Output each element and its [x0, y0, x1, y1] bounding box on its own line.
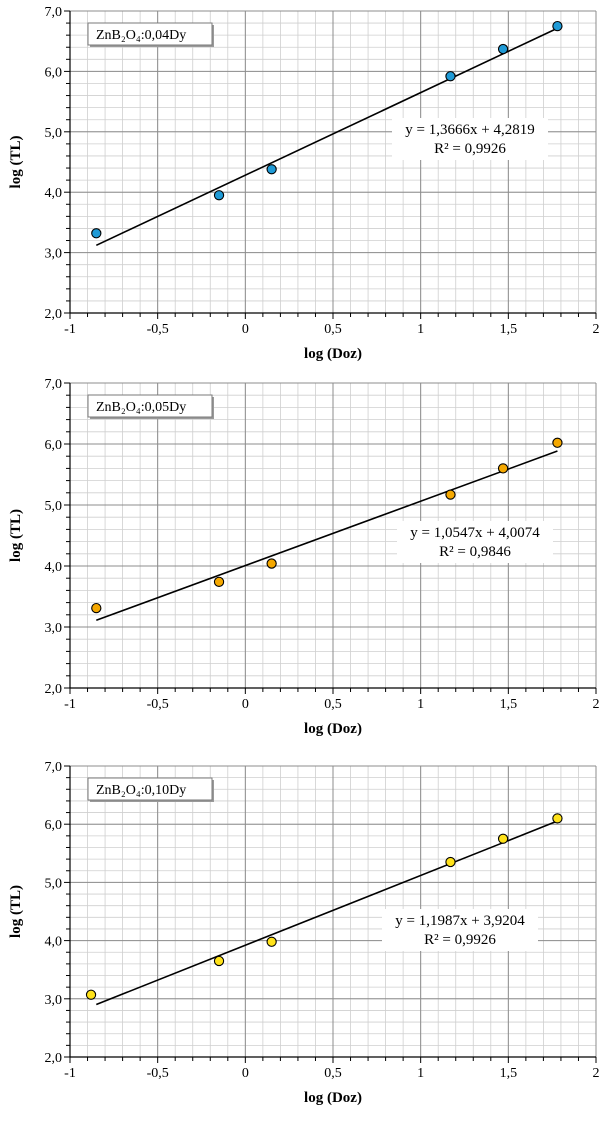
- chart-panel-3: -1 -0,5 0 0,5 1 1,5 2 2,0 3,0 4,0 5,0 6,0 7,0 log (Do…: [8, 760, 599, 1106]
- y-axis-label: log (TL): [8, 136, 24, 189]
- y-tick-label: 3,0: [45, 621, 63, 636]
- x-tick-label: -0,5: [147, 697, 169, 712]
- x-tick-label: -1: [64, 697, 76, 712]
- y-axis-label: log (TL): [8, 885, 24, 938]
- x-axis-label: log (Doz): [304, 1090, 362, 1106]
- data-point: [552, 437, 563, 448]
- legend-label: ZnB₂O₄:0,05Dy: [96, 400, 186, 415]
- data-point: [552, 20, 563, 32]
- trendline-equation: y = 1,0547x + 4,0074: [410, 525, 540, 541]
- x-tick-label: 1,5: [500, 697, 518, 712]
- trendline: [96, 820, 558, 1006]
- data-point: [266, 558, 277, 569]
- data-point: [445, 71, 456, 82]
- y-tick-label: 5,0: [45, 876, 63, 891]
- y-tick-label: 6,0: [45, 438, 63, 453]
- y-tick-label: 6,0: [45, 818, 63, 833]
- r-squared-label: R² = 0,9926: [424, 932, 496, 948]
- y-tick-label: 7,0: [45, 5, 63, 20]
- equation-background: [382, 909, 538, 951]
- y-tick-label: 4,0: [45, 186, 63, 201]
- trendline-equation: y = 1,1987x + 3,9204: [395, 913, 525, 929]
- x-tick-label: 2: [593, 1066, 599, 1081]
- y-tick-label: 4,0: [45, 560, 63, 575]
- x-tick-label: -1: [64, 322, 76, 337]
- data-point: [213, 190, 225, 201]
- data-point: [91, 602, 102, 614]
- data-point: [213, 576, 225, 588]
- data-point: [91, 228, 102, 239]
- data-point: [445, 489, 456, 500]
- equation-background: [392, 118, 548, 160]
- y-tick-label: 7,0: [45, 760, 63, 775]
- data-point: [85, 989, 97, 1000]
- x-tick-label: 1: [417, 1066, 424, 1081]
- y-tick-label: 4,0: [45, 935, 63, 950]
- y-tick-label: 2,0: [45, 307, 63, 322]
- data-point: [497, 463, 509, 474]
- data-point: [445, 856, 456, 868]
- data-point: [213, 955, 225, 967]
- y-axis-label: log (TL): [8, 509, 24, 562]
- legend-box: [87, 777, 213, 801]
- data-point: [497, 43, 509, 55]
- y-tick-label: 2,0: [45, 1051, 63, 1066]
- legend-label: ZnB₂O₄:0,04Dy: [96, 28, 186, 43]
- data-point: [497, 833, 509, 844]
- legend-box: [87, 22, 213, 46]
- x-tick-label: 1: [417, 322, 424, 337]
- legend-box: [87, 394, 213, 418]
- y-tick-label: 7,0: [45, 377, 63, 392]
- x-tick-label: 0: [242, 322, 249, 337]
- x-axis-label: log (Doz): [304, 346, 362, 362]
- y-tick-label: 5,0: [45, 499, 63, 514]
- data-point: [266, 164, 277, 175]
- chart-panel-1: -1 -0,5 0 0,5 1 1,5 2 2,0 3,0 4,0 5,0 6,0 7,0 log (Do…: [8, 5, 599, 362]
- x-tick-label: 0: [242, 697, 249, 712]
- x-tick-label: 1,5: [500, 322, 518, 337]
- x-tick-label: 0: [242, 1066, 249, 1081]
- x-tick-label: 0,5: [324, 1066, 342, 1081]
- r-squared-label: R² = 0,9846: [439, 544, 511, 560]
- data-point: [552, 813, 563, 824]
- legend-label: ZnB₂O₄:0,10Dy: [96, 783, 186, 798]
- x-axis-label: log (Doz): [304, 721, 362, 737]
- trendline: [96, 450, 558, 621]
- x-tick-label: -0,5: [147, 322, 169, 337]
- x-tick-label: 1: [417, 697, 424, 712]
- x-tick-label: 0,5: [324, 697, 342, 712]
- trendline: [95, 27, 558, 247]
- y-tick-label: 3,0: [45, 247, 63, 262]
- x-tick-label: 2: [593, 697, 599, 712]
- equation-background: [397, 521, 553, 563]
- x-tick-label: 0,5: [324, 322, 342, 337]
- data-point: [266, 936, 277, 947]
- y-tick-label: 5,0: [45, 126, 63, 141]
- x-tick-label: -0,5: [147, 1066, 169, 1081]
- y-tick-label: 3,0: [45, 993, 63, 1008]
- x-tick-label: -1: [64, 1066, 76, 1081]
- trendline-equation: y = 1,3666x + 4,2819: [405, 122, 534, 138]
- y-tick-label: 2,0: [45, 682, 63, 697]
- r-squared-label: R² = 0,9926: [434, 141, 506, 157]
- y-tick-label: 6,0: [45, 65, 63, 80]
- x-tick-label: 2: [593, 322, 599, 337]
- x-tick-label: 1,5: [500, 1066, 518, 1081]
- chart-panel-2: -1 -0,5 0 0,5 1 1,5 2 2,0 3,0 4,0 5,0 6,0 7,0 log (Do…: [8, 377, 599, 737]
